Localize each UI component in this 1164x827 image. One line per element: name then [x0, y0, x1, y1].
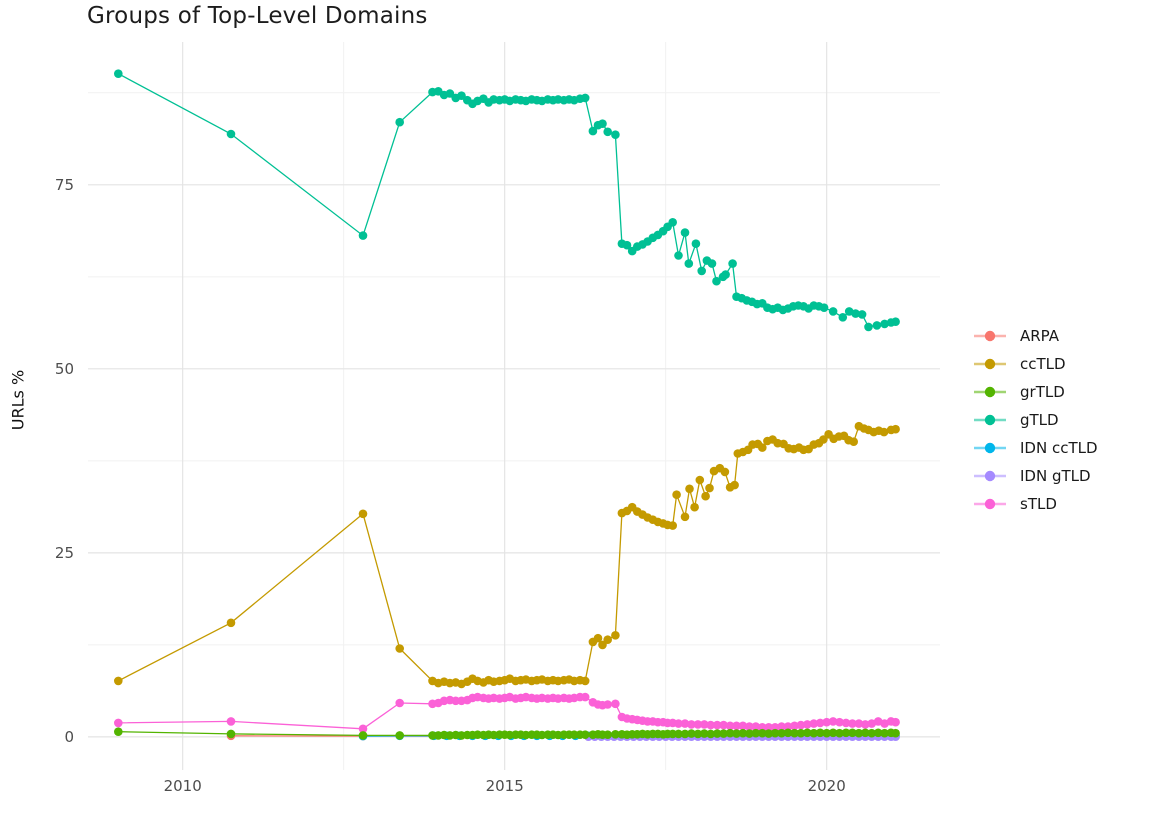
legend-key-icon — [974, 470, 1006, 482]
legend-item-arpa: ARPA — [972, 322, 1098, 350]
x-tick-label: 2020 — [808, 777, 846, 795]
legend-label: sTLD — [1020, 495, 1057, 513]
legend-label: IDN ccTLD — [1020, 439, 1098, 457]
series-points-gTLD — [114, 69, 900, 332]
legend-label: gTLD — [1020, 411, 1059, 429]
y-tick-label: 50 — [55, 360, 74, 378]
legend-item-cctld: ccTLD — [972, 350, 1098, 378]
y-tick-label: 75 — [55, 176, 74, 194]
legend-key-icon — [974, 330, 1006, 342]
legend-label: ARPA — [1020, 327, 1060, 345]
series-points-sTLD — [114, 692, 900, 734]
legend-label: ccTLD — [1020, 355, 1066, 373]
legend-item-stld: sTLD — [972, 490, 1098, 518]
legend-item-idn-cctld: IDN ccTLD — [972, 434, 1098, 462]
legend-label: grTLD — [1020, 383, 1065, 401]
chart-title: Groups of Top-Level Domains — [87, 3, 428, 29]
y-tick-label: 0 — [64, 728, 74, 746]
legend-item-gtld: gTLD — [972, 406, 1098, 434]
series-points-ccTLD — [114, 421, 900, 689]
legend-key-icon — [974, 386, 1006, 398]
legend-key-icon — [974, 358, 1006, 370]
x-tick-label: 2010 — [164, 777, 202, 795]
legend-key-icon — [974, 414, 1006, 426]
legend: ARPA ccTLD grTLD gTLD IDN ccTLD IDN gTLD sTLD — [972, 322, 1098, 518]
legend-key-icon — [974, 498, 1006, 510]
y-tick-label: 25 — [55, 544, 74, 562]
legend-label: IDN gTLD — [1020, 467, 1091, 485]
x-tick-label: 2015 — [486, 777, 524, 795]
y-axis-title: URLs % — [8, 369, 28, 431]
series-points-grTLD — [114, 727, 900, 740]
legend-item-grtld: grTLD — [972, 378, 1098, 406]
legend-key-icon — [974, 442, 1006, 454]
series-line-gTLD — [117, 73, 896, 328]
legend-item-idn-gtld: IDN gTLD — [972, 462, 1098, 490]
